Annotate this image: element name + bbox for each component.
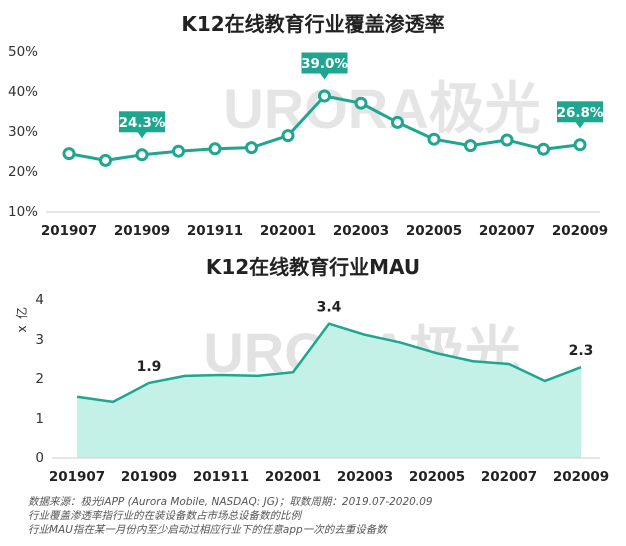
chart2-x-tick: 202003 (337, 469, 393, 485)
chart1-callout-pointer (319, 72, 330, 80)
chart1-x-tick: 202009 (552, 223, 608, 239)
footnote-penetration-definition: 行业覆盖渗透率指行业的在装设备数占市场总设备数的比例 (28, 510, 301, 522)
chart1-y-tick: 50% (8, 44, 38, 60)
chart1-callout-label: 39.0% (301, 56, 348, 72)
chart2-x-tick: 201907 (49, 469, 105, 485)
chart1-point (208, 142, 222, 156)
chart1-callout-label: 26.8% (557, 105, 604, 121)
chart1-y-tick: 10% (8, 204, 38, 220)
chart2-data-label: 2.3 (569, 343, 594, 359)
chart2-x-tick: 202007 (481, 469, 537, 485)
chart1-callout: 26.8% (557, 101, 604, 129)
chart2-y-tick: 2 (35, 371, 44, 387)
chart1-callout: 39.0% (301, 52, 348, 80)
chart2-title: K12在线教育行业MAU (206, 255, 420, 279)
chart1-callout-box (119, 111, 165, 133)
chart2-y-tick: 4 (35, 292, 44, 308)
chart2-data-label: 3.4 (317, 300, 342, 316)
chart1-x-tick: 202003 (333, 223, 389, 239)
chart1-point (500, 133, 514, 147)
chart2-x-tick: 202005 (409, 469, 465, 485)
chart1-callout-box (557, 101, 603, 123)
chart1-callout-label: 24.3% (119, 115, 166, 131)
chart1-x-tick: 201911 (187, 223, 243, 239)
chart1-point (464, 139, 477, 153)
chart1-point (135, 148, 149, 162)
chart2-line (76, 322, 582, 404)
chart1-point (281, 129, 295, 143)
chart1-callout-pointer (137, 131, 147, 139)
chart1-y-tick: 30% (8, 124, 38, 140)
chart1-point (537, 142, 550, 156)
chart1-point (245, 141, 258, 155)
chart1-point (427, 132, 441, 146)
chart1-callouts: 24.3% 39.0% 26.8% (119, 52, 604, 139)
chart1-point (573, 138, 587, 152)
footnote-mau-definition: 行业MAU指在某一月份内至少启动过相应行业下的任意app一次的去重设备数 (28, 524, 387, 536)
chart1-point (354, 96, 368, 110)
chart2-x-tick: 201911 (193, 469, 249, 485)
watermark-top-text: URORA极光 (223, 77, 540, 140)
chart1-point (391, 115, 404, 129)
chart2-y-ticks: 0 1 2 3 4 (35, 292, 44, 466)
chart2-y-unit: 亿 (14, 307, 29, 319)
chart1-point (172, 144, 185, 158)
chart2-y-unit-prefix: x (15, 325, 29, 332)
chart1-series (62, 89, 587, 167)
chart1-callout-pointer (575, 121, 585, 129)
chart1-x-ticks: 201907 201909 201911 202001 202003 20200… (41, 223, 608, 239)
chart1-point (318, 89, 331, 103)
chart2-y-tick: 3 (35, 332, 44, 348)
chart2-y-tick: 0 (35, 450, 44, 466)
chart2-y-label: x 亿 (14, 307, 29, 333)
chart1-x-tick: 201909 (114, 223, 170, 239)
chart1-point (62, 147, 76, 161)
chart1-point (99, 153, 112, 167)
chart2-x-tick: 202009 (553, 469, 609, 485)
chart2-y-tick: 1 (35, 411, 44, 427)
chart2-data-labels: 1.9 3.4 2.3 (137, 300, 594, 375)
chart2-series (76, 322, 582, 458)
watermark-top: URORA极光 (223, 77, 540, 140)
chart2-x-ticks: 201907 201909 201911 202001 202003 20200… (49, 469, 609, 485)
chart1-y-tick: 20% (8, 164, 38, 180)
chart1-y-ticks: 10% 20% 30% 40% 50% (8, 44, 38, 220)
footnote-source: 数据来源：极光iAPP (Aurora Mobile, NASDAQ: JG)；… (28, 496, 433, 508)
chart1-x-tick: 202005 (406, 223, 462, 239)
chart1-y-tick: 40% (8, 84, 38, 100)
chart2-x-tick: 201909 (121, 469, 177, 485)
chart2-data-label: 1.9 (137, 359, 162, 375)
chart1-callout-box (301, 52, 348, 74)
chart1-title: K12在线教育行业覆盖渗透率 (181, 12, 444, 36)
chart1-callout: 24.3% (119, 111, 166, 139)
chart1-x-tick: 202001 (260, 223, 316, 239)
chart1-x-tick: 201907 (41, 223, 97, 239)
chart2-x-tick: 202001 (265, 469, 321, 485)
chart1-x-tick: 202007 (479, 223, 535, 239)
